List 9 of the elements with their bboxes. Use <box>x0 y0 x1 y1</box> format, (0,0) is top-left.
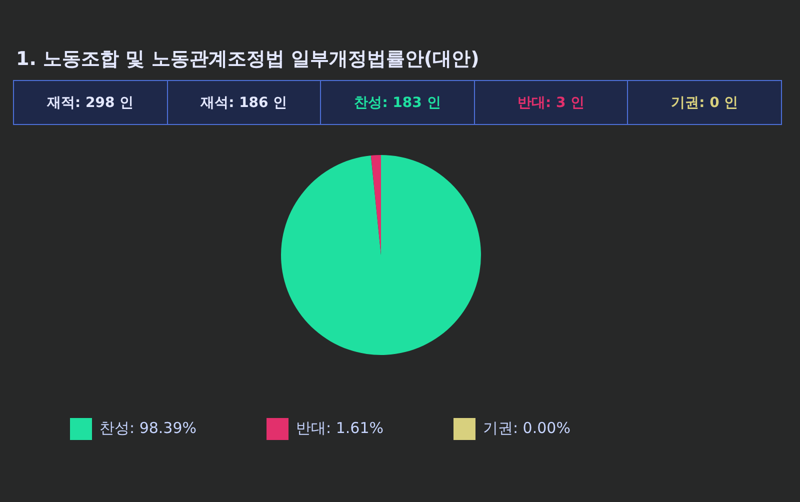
text: 재적: 298 인 <box>47 94 134 112</box>
legend-label: 찬성: 98.39% <box>100 418 197 437</box>
text: 찬성: 183 인 <box>354 94 441 112</box>
text: 재석: 186 인 <box>200 94 288 112</box>
legend-label: 기권: 0.00% <box>482 418 570 437</box>
text: 기권: 0 인 <box>671 94 738 112</box>
legend-label: 반대: 1.61% <box>296 418 384 437</box>
chart-title: 1. 노동조합 및 노동관계조정법 일부개정법률안(대안) <box>16 47 480 71</box>
text: 반대: 3 인 <box>518 94 585 112</box>
